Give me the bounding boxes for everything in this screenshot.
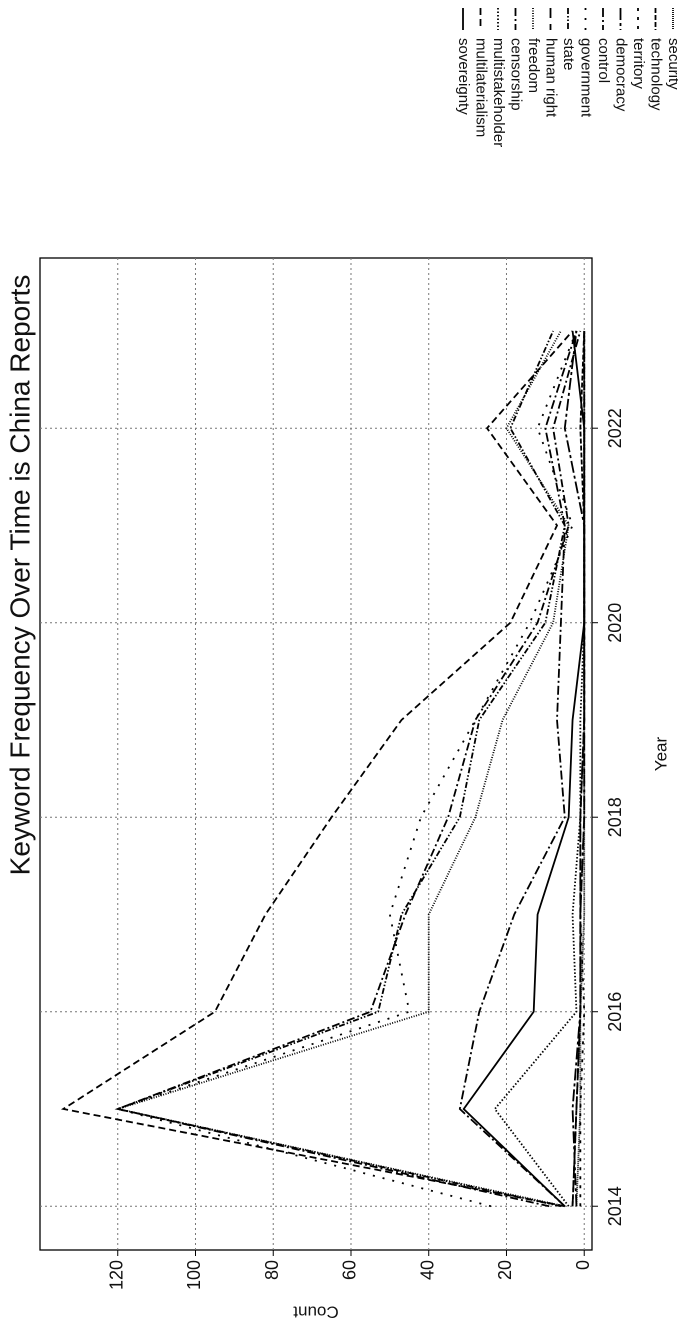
series-line [114,330,582,1208]
x-tick-label: 2018 [605,797,625,837]
series-line [462,330,586,1207]
y-tick-label: 0 [573,1260,593,1270]
legend-label: multistakeholder [490,38,507,147]
y-axis-label: Count [293,1303,339,1322]
legend-item: technology [648,8,665,111]
legend-label: government [578,38,595,118]
legend-item: multilaterialism [473,8,490,137]
legend-item: censorship [508,8,525,111]
y-tick-label: 20 [495,1260,515,1280]
legend-label: security [665,38,678,90]
legend-item: territory [630,8,647,89]
series-line [60,330,574,1208]
legend-label: human right [543,38,560,118]
plot-frame [39,257,593,1251]
legend-item: human right [543,8,560,118]
series-line [114,330,570,1208]
legend-label: democracy [613,38,630,112]
y-tick-label: 80 [262,1260,282,1280]
series-line [114,330,566,1208]
y-tick-label: 120 [106,1260,126,1290]
legend-item: control [595,8,612,83]
legend-label: multilaterialism [473,38,490,137]
legend-item: state [560,8,577,71]
x-tick-label: 2016 [605,992,625,1032]
legend-label: territory [630,38,647,89]
series-line [458,330,578,1207]
legend-label: freedom [525,38,542,93]
legend-item: multistakeholder [490,8,507,147]
y-tick-label: 40 [417,1260,437,1280]
chart-title: Keyword Frequency Over Time is China Rep… [4,275,35,876]
rotated-chart: Keyword Frequency Over Time is China Rep… [4,257,670,1322]
series-line [114,330,578,1208]
x-axis-label: Year [651,736,670,771]
legend-item: democracy [613,8,630,112]
legend-label: censorship [508,38,525,111]
legend-item: freedom [525,8,542,93]
series-line [571,330,586,1207]
y-tick-label: 60 [340,1260,360,1280]
legend-label: state [560,38,577,71]
x-tick-label: 2022 [605,408,625,448]
legend-label: control [595,38,612,83]
series-line [579,330,586,1207]
x-tick-label: 2020 [605,603,625,643]
legend-item: sovereignty [455,8,472,115]
legend: sovereignty multilaterialism multistakehol… [455,8,678,147]
x-tick-label: 2014 [605,1186,625,1226]
legend-label: sovereignty [455,38,472,115]
legend-item: security [665,8,678,90]
series-line [563,330,586,1207]
legend-item: government [578,8,595,118]
y-tick-label: 100 [184,1260,204,1290]
legend-label: technology [648,38,665,111]
